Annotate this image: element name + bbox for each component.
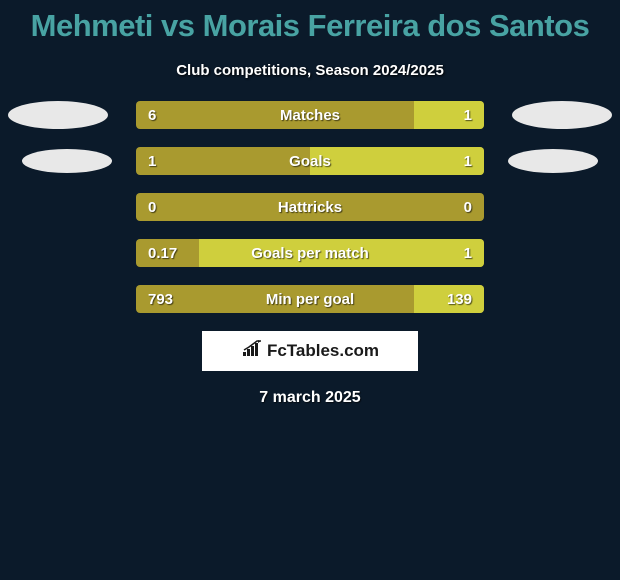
stat-row: 0.17 Goals per match 1 xyxy=(0,239,620,267)
stat-value-left: 1 xyxy=(148,153,156,170)
stat-label: Goals xyxy=(289,153,331,170)
chart-icon xyxy=(241,340,263,363)
subtitle: Club competitions, Season 2024/2025 xyxy=(0,62,620,79)
stat-value-right: 0 xyxy=(464,199,472,216)
stat-row: 6 Matches 1 xyxy=(0,101,620,129)
stat-bar: 0 Hattricks 0 xyxy=(136,193,484,221)
stat-label: Min per goal xyxy=(266,291,354,308)
stat-bar: 1 Goals 1 xyxy=(136,147,484,175)
date: 7 march 2025 xyxy=(0,389,620,407)
page-title: Mehmeti vs Morais Ferreira dos Santos xyxy=(0,0,620,44)
stats-container: 6 Matches 1 1 Goals 1 0 Hattricks 0 0.17 Goals per… xyxy=(0,101,620,313)
stat-value-left: 793 xyxy=(148,291,173,308)
player-right-avatar xyxy=(512,101,612,129)
player-right-avatar xyxy=(508,149,598,173)
stat-value-right: 1 xyxy=(464,245,472,262)
logo-box: FcTables.com xyxy=(202,331,418,371)
stat-bar-fill xyxy=(414,101,484,129)
stat-value-left: 0.17 xyxy=(148,245,177,262)
stat-label: Matches xyxy=(280,107,340,124)
stat-value-left: 6 xyxy=(148,107,156,124)
stat-value-left: 0 xyxy=(148,199,156,216)
player-left-avatar xyxy=(8,101,108,129)
stat-value-right: 1 xyxy=(464,153,472,170)
stat-row: 793 Min per goal 139 xyxy=(0,285,620,313)
stat-label: Goals per match xyxy=(251,245,369,262)
stat-label: Hattricks xyxy=(278,199,342,216)
stat-bar: 0.17 Goals per match 1 xyxy=(136,239,484,267)
stat-bar-fill xyxy=(310,147,484,175)
stat-row: 1 Goals 1 xyxy=(0,147,620,175)
stat-value-right: 139 xyxy=(447,291,472,308)
stat-row: 0 Hattricks 0 xyxy=(0,193,620,221)
logo-text: FcTables.com xyxy=(267,341,379,361)
stat-value-right: 1 xyxy=(464,107,472,124)
stat-bar: 6 Matches 1 xyxy=(136,101,484,129)
stat-bar: 793 Min per goal 139 xyxy=(136,285,484,313)
player-left-avatar xyxy=(22,149,112,173)
